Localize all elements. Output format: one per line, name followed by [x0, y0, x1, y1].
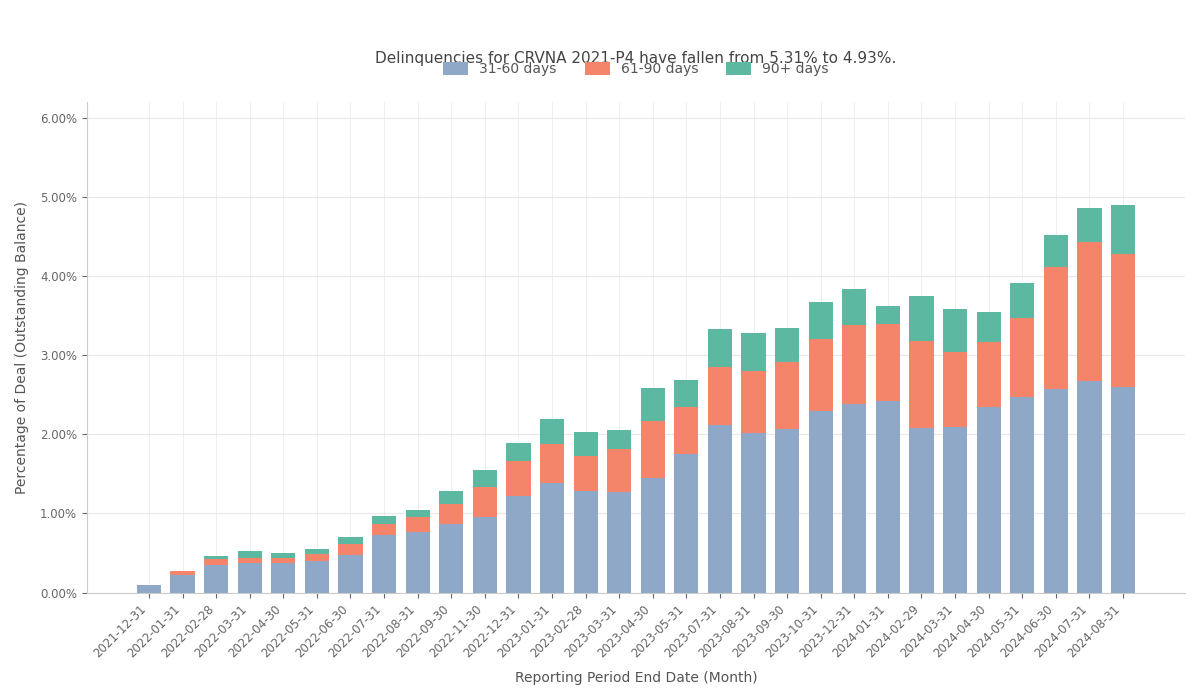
Bar — [842, 405, 866, 592]
Bar — [271, 558, 295, 564]
Bar — [338, 545, 362, 554]
X-axis label: Reporting Period End Date (Month): Reporting Period End Date (Month) — [515, 671, 757, 685]
Bar — [775, 328, 799, 362]
Bar — [305, 554, 329, 561]
Bar — [473, 470, 497, 487]
Bar — [238, 558, 262, 564]
Bar — [204, 565, 228, 592]
Bar — [943, 309, 967, 352]
Bar — [809, 302, 833, 339]
Bar — [775, 429, 799, 592]
Bar — [305, 561, 329, 592]
Bar — [473, 517, 497, 592]
Bar — [910, 296, 934, 341]
Bar — [439, 491, 463, 504]
Bar — [977, 407, 1001, 592]
Bar — [574, 432, 598, 456]
Bar — [170, 571, 194, 575]
Bar — [506, 461, 530, 496]
Bar — [1111, 205, 1135, 254]
Bar — [742, 333, 766, 371]
Bar — [540, 444, 564, 484]
Bar — [238, 564, 262, 592]
Title: Delinquencies for CRVNA 2021-P4 have fallen from 5.31% to 4.93%.: Delinquencies for CRVNA 2021-P4 have fal… — [376, 52, 896, 66]
Bar — [574, 491, 598, 592]
Bar — [674, 407, 698, 454]
Bar — [674, 454, 698, 592]
Bar — [641, 421, 665, 478]
Bar — [977, 342, 1001, 407]
Bar — [809, 412, 833, 592]
Bar — [204, 556, 228, 559]
Bar — [406, 517, 430, 532]
Bar — [775, 362, 799, 429]
Bar — [271, 564, 295, 592]
Bar — [809, 339, 833, 412]
Bar — [876, 323, 900, 401]
Bar — [574, 456, 598, 491]
Bar — [1044, 235, 1068, 267]
Bar — [406, 510, 430, 517]
Bar — [842, 289, 866, 326]
Bar — [842, 326, 866, 405]
Bar — [742, 433, 766, 592]
Bar — [1078, 209, 1102, 242]
Bar — [204, 559, 228, 565]
Bar — [439, 504, 463, 524]
Bar — [607, 430, 631, 449]
Bar — [338, 537, 362, 545]
Bar — [1111, 387, 1135, 592]
Bar — [607, 449, 631, 492]
Bar — [406, 532, 430, 592]
Bar — [137, 584, 161, 592]
Bar — [1010, 398, 1034, 592]
Bar — [506, 443, 530, 461]
Bar — [742, 371, 766, 433]
Bar — [540, 419, 564, 444]
Bar — [1078, 381, 1102, 592]
Bar — [372, 516, 396, 524]
Bar — [1078, 242, 1102, 381]
Bar — [1044, 267, 1068, 389]
Bar — [641, 478, 665, 592]
Bar — [473, 487, 497, 517]
Bar — [1111, 254, 1135, 387]
Bar — [876, 307, 900, 323]
Bar — [439, 524, 463, 592]
Bar — [1044, 389, 1068, 592]
Bar — [607, 492, 631, 592]
Bar — [876, 401, 900, 592]
Bar — [338, 554, 362, 592]
Bar — [910, 428, 934, 592]
Bar — [238, 552, 262, 558]
Bar — [1010, 283, 1034, 318]
Bar — [708, 425, 732, 592]
Bar — [641, 388, 665, 421]
Bar — [271, 553, 295, 558]
Bar — [506, 496, 530, 592]
Y-axis label: Percentage of Deal (Outstanding Balance): Percentage of Deal (Outstanding Balance) — [16, 201, 29, 494]
Bar — [910, 341, 934, 428]
Bar — [305, 549, 329, 554]
Bar — [943, 352, 967, 427]
Bar — [1010, 318, 1034, 398]
Bar — [943, 427, 967, 592]
Bar — [708, 368, 732, 425]
Bar — [708, 329, 732, 368]
Bar — [977, 312, 1001, 342]
Bar — [372, 524, 396, 535]
Legend: 31-60 days, 61-90 days, 90+ days: 31-60 days, 61-90 days, 90+ days — [437, 55, 835, 83]
Bar — [372, 535, 396, 592]
Bar — [674, 380, 698, 407]
Bar — [540, 484, 564, 592]
Bar — [170, 575, 194, 592]
